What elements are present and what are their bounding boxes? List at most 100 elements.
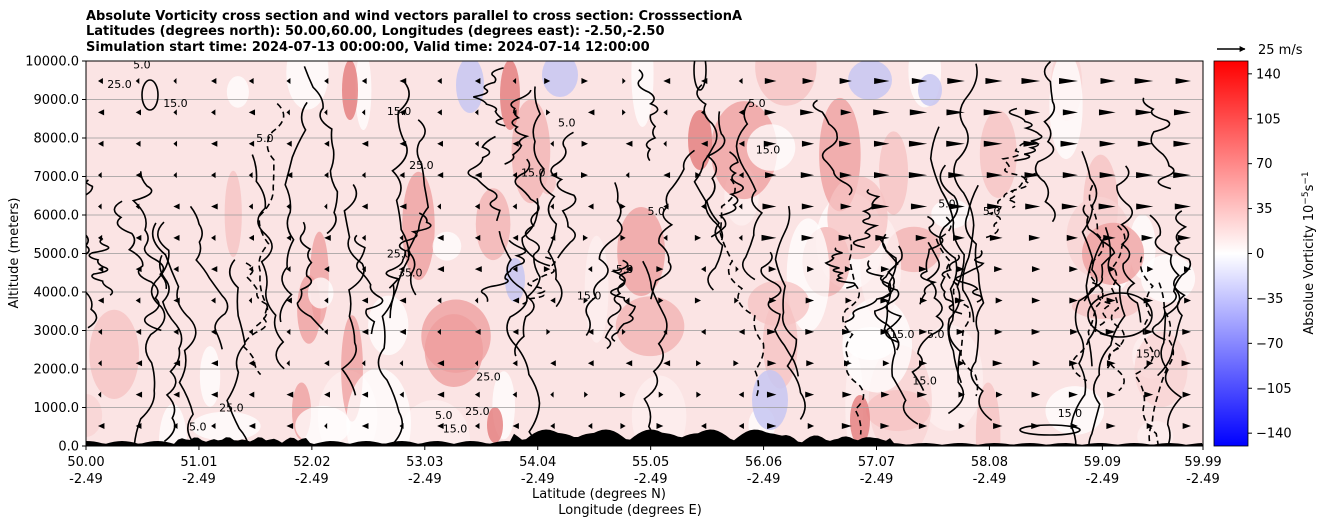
contour-label: 25.0 bbox=[465, 405, 490, 418]
contour-line bbox=[710, 151, 744, 238]
contour-label: 5.0 bbox=[938, 197, 956, 210]
contour-line bbox=[303, 66, 339, 235]
vorticity-patch bbox=[226, 76, 249, 108]
wind-vector-arrow bbox=[211, 360, 219, 367]
wind-vector-arrow bbox=[807, 266, 815, 273]
wind-vector-arrow bbox=[911, 78, 928, 84]
wind-vector-arrow bbox=[734, 297, 739, 304]
wind-vector-arrow bbox=[701, 266, 706, 273]
wind-vector-arrow bbox=[474, 203, 480, 210]
wind-vector-arrow bbox=[919, 360, 928, 367]
wind-vector-arrow bbox=[512, 172, 518, 179]
wind-vector-arrow bbox=[871, 203, 890, 210]
wind-vector-arrow bbox=[766, 391, 777, 398]
wind-vector-arrow bbox=[915, 234, 928, 241]
wind-vector-arrow bbox=[918, 423, 928, 429]
wind-vector-arrow bbox=[173, 297, 180, 304]
contour-line bbox=[929, 126, 966, 384]
wind-vector-arrow bbox=[98, 266, 104, 273]
vorticity-patch bbox=[199, 346, 221, 407]
x-tick-label-longitude: -2.49 bbox=[747, 472, 781, 487]
contour-line bbox=[86, 174, 94, 256]
wind-vector-arrow bbox=[587, 203, 594, 210]
contour-line bbox=[1001, 141, 1027, 209]
contour-line bbox=[514, 158, 551, 267]
wind-vector-arrow bbox=[248, 423, 256, 429]
wind-vector-arrow bbox=[587, 360, 594, 367]
wind-vector-arrow bbox=[1106, 297, 1116, 304]
y-tick-label: 5000.0 bbox=[34, 247, 80, 262]
wind-vector-arrow bbox=[211, 423, 216, 429]
wind-vector-arrow bbox=[873, 109, 890, 116]
colorbar-tick-label: 105 bbox=[1256, 112, 1281, 127]
chart-title-line-1: Absolute Vorticity cross section and win… bbox=[86, 9, 743, 24]
wind-vector-arrow bbox=[474, 109, 479, 116]
vorticity-patch bbox=[1141, 254, 1196, 303]
x-tick-label-latitude: 58.08 bbox=[971, 455, 1008, 470]
colorbar: 140 105 70 35 0 −35 −70 −105 −140 Absolue Vortic… bbox=[1213, 60, 1317, 447]
contour-label: 25.0 bbox=[409, 159, 434, 172]
vorticity-patch bbox=[979, 110, 1017, 199]
wind-vector-arrow bbox=[880, 328, 890, 335]
contour-line bbox=[1071, 184, 1105, 382]
wind-vector-arrow bbox=[762, 203, 777, 210]
wind-vector-arrow bbox=[841, 423, 852, 429]
wind-vector-arrow bbox=[324, 328, 328, 335]
wind-vector-arrow bbox=[767, 423, 777, 429]
y-tick-label: 3000.0 bbox=[34, 324, 80, 339]
wind-vector-arrow bbox=[437, 140, 443, 147]
contour-line bbox=[151, 222, 198, 446]
wind-vector-arrow bbox=[286, 234, 292, 241]
wind-vector-arrow bbox=[512, 78, 517, 84]
x-tick-label-longitude: -2.49 bbox=[408, 472, 442, 487]
vorticity-patch bbox=[432, 231, 462, 261]
strong-vorticity-patch bbox=[688, 110, 712, 170]
wind-vector-arrow bbox=[701, 328, 706, 335]
wind-vector-arrow bbox=[1146, 360, 1154, 367]
wind-vector-arrow bbox=[286, 172, 293, 179]
chart-title-line-3: Simulation start time: 2024-07-13 00:00:… bbox=[86, 40, 650, 55]
wind-vector-arrow bbox=[135, 360, 143, 367]
wind-vector-arrow bbox=[658, 297, 664, 304]
wind-vector-arrow bbox=[324, 423, 328, 429]
wind-vector-arrow bbox=[543, 266, 551, 273]
x-tick-label-longitude: -2.49 bbox=[860, 472, 894, 487]
colorbar-tick-label: −140 bbox=[1256, 427, 1292, 442]
wind-vector-arrow bbox=[625, 172, 630, 179]
wind-vector-arrow bbox=[625, 140, 633, 147]
contour-labels: 5.025.015.05.015.025.015.05.05.05.015.05… bbox=[107, 61, 1160, 436]
contour-line bbox=[693, 61, 707, 91]
negative-vorticity-patch bbox=[505, 258, 525, 302]
y-tick-label: 2000.0 bbox=[34, 363, 80, 378]
wind-vector-arrow bbox=[656, 423, 664, 429]
wind-vector-arrow bbox=[764, 78, 777, 84]
wind-vector-arrow bbox=[211, 203, 218, 210]
contour-line bbox=[1034, 61, 1056, 223]
vorticity-patch bbox=[631, 375, 687, 446]
wind-vector-arrow bbox=[845, 297, 852, 304]
wind-vector-arrow bbox=[173, 360, 181, 367]
wind-vector-arrow bbox=[135, 78, 140, 84]
chart-title-line-2: Latitudes (degrees north): 50.00,60.00, … bbox=[86, 24, 665, 39]
contour-line bbox=[1019, 424, 1081, 436]
wind-vector-arrow bbox=[1109, 266, 1116, 273]
wind-vector-arrow bbox=[1061, 203, 1078, 210]
wind-vector-arrow bbox=[620, 203, 626, 210]
wind-vector-arrow bbox=[550, 234, 556, 241]
wind-vector-arrow bbox=[286, 423, 294, 429]
wind-vector-arrow bbox=[838, 234, 852, 241]
wind-vector-arrow bbox=[839, 140, 852, 147]
wind-vector-arrow bbox=[135, 203, 140, 210]
wind-vector-arrow bbox=[286, 391, 294, 398]
contour-line bbox=[604, 259, 629, 350]
vorticity-patch bbox=[86, 394, 103, 437]
x-axis-label-longitude: Longitude (degrees E) bbox=[558, 503, 702, 518]
wind-vector-arrow bbox=[620, 234, 626, 241]
wind-vector-arrow bbox=[98, 328, 103, 335]
wind-vector-arrow bbox=[437, 266, 445, 273]
contour-line bbox=[550, 131, 577, 259]
wind-vector-arrow bbox=[512, 266, 518, 273]
contour-label: 25.0 bbox=[476, 371, 501, 384]
vorticity-patch bbox=[421, 299, 491, 373]
